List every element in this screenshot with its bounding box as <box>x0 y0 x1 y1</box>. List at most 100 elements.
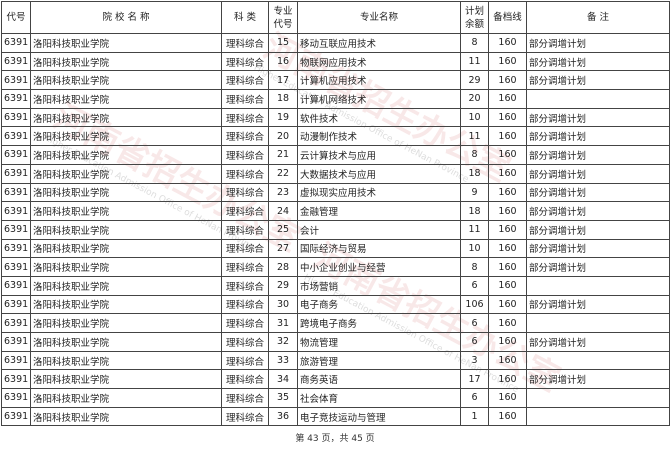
cell-school-name: 洛阳科技职业学院 <box>30 51 222 72</box>
cell-major-name: 旅游管理 <box>297 350 461 371</box>
cell-major-name: 物流管理 <box>297 332 461 352</box>
cell-category: 理科综合 <box>221 201 269 221</box>
cell-major-code: 32 <box>268 332 298 352</box>
cell-major-name: 电子商务 <box>297 294 461 315</box>
header-remark: 备 注 <box>526 1 670 34</box>
cell-plan-remaining: 11 <box>460 219 489 240</box>
cell-filing-score: 160 <box>488 332 527 352</box>
cell-major-code: 31 <box>268 313 298 333</box>
page-footer: 第 43 页，共 45 页 <box>295 434 375 444</box>
table-row: 6391 洛阳科技职业学院 理科综合 22 大数据技术与应用 18 160 部分调增计划 <box>1 163 670 184</box>
cell-code: 6391 <box>1 182 31 203</box>
cell-plan-remaining: 8 <box>460 33 489 53</box>
cell-plan-remaining: 11 <box>460 126 489 147</box>
cell-plan-remaining: 6 <box>460 388 489 408</box>
cell-category: 理科综合 <box>221 406 269 427</box>
cell-category: 理科综合 <box>221 33 269 53</box>
cell-code: 6391 <box>1 107 31 128</box>
cell-code: 6391 <box>1 369 31 390</box>
cell-school-name: 洛阳科技职业学院 <box>30 332 222 352</box>
cell-plan-remaining: 29 <box>460 70 489 91</box>
cell-filing-score: 160 <box>488 182 527 203</box>
cell-remark: 部分调增计划 <box>526 182 670 203</box>
cell-code: 6391 <box>1 145 31 165</box>
cell-school-name: 洛阳科技职业学院 <box>30 257 222 277</box>
cell-major-code: 27 <box>268 238 298 259</box>
cell-remark: 部分调增计划 <box>526 163 670 184</box>
cell-remark <box>526 350 670 371</box>
cell-category: 理科综合 <box>221 238 269 259</box>
table-row: 6391 洛阳科技职业学院 理科综合 36 电子竞技运动与管理 1 160 <box>1 406 670 427</box>
cell-filing-score: 160 <box>488 145 527 165</box>
cell-filing-score: 160 <box>488 350 527 371</box>
cell-category: 理科综合 <box>221 294 269 315</box>
table-row: 6391 洛阳科技职业学院 理科综合 34 商务英语 17 160 部分调增计划 <box>1 369 670 390</box>
cell-major-name: 会计 <box>297 219 461 240</box>
cell-major-name: 社会体育 <box>297 388 461 408</box>
cell-category: 理科综合 <box>221 182 269 203</box>
cell-filing-score: 160 <box>488 388 527 408</box>
cell-category: 理科综合 <box>221 219 269 240</box>
cell-plan-remaining: 11 <box>460 51 489 72</box>
cell-category: 理科综合 <box>221 107 269 128</box>
cell-category: 理科综合 <box>221 51 269 72</box>
cell-remark: 部分调增计划 <box>526 107 670 128</box>
cell-plan-remaining: 17 <box>460 369 489 390</box>
cell-major-code: 19 <box>268 107 298 128</box>
cell-filing-score: 160 <box>488 70 527 91</box>
cell-filing-score: 160 <box>488 313 527 333</box>
cell-category: 理科综合 <box>221 70 269 91</box>
cell-remark <box>526 313 670 333</box>
cell-remark: 部分调增计划 <box>526 70 670 91</box>
table-row: 6391 洛阳科技职业学院 理科综合 17 计算机应用技术 29 160 部分调增计划 <box>1 70 670 91</box>
cell-school-name: 洛阳科技职业学院 <box>30 145 222 165</box>
cell-category: 理科综合 <box>221 388 269 408</box>
cell-major-name: 商务英语 <box>297 369 461 390</box>
cell-school-name: 洛阳科技职业学院 <box>30 388 222 408</box>
cell-school-name: 洛阳科技职业学院 <box>30 163 222 184</box>
cell-code: 6391 <box>1 238 31 259</box>
cell-category: 理科综合 <box>221 369 269 390</box>
cell-filing-score: 160 <box>488 89 527 109</box>
cell-major-code: 35 <box>268 388 298 408</box>
cell-filing-score: 160 <box>488 51 527 72</box>
cell-category: 理科综合 <box>221 145 269 165</box>
cell-filing-score: 160 <box>488 275 527 296</box>
table-row: 6391 洛阳科技职业学院 理科综合 23 虚拟现实应用技术 9 160 部分调增计划 <box>1 182 670 203</box>
cell-major-name: 计算机应用技术 <box>297 70 461 91</box>
cell-remark: 部分调增计划 <box>526 126 670 147</box>
cell-school-name: 洛阳科技职业学院 <box>30 350 222 371</box>
cell-filing-score: 160 <box>488 257 527 277</box>
cell-major-name: 跨境电子商务 <box>297 313 461 333</box>
cell-major-code: 24 <box>268 201 298 221</box>
cell-school-name: 洛阳科技职业学院 <box>30 313 222 333</box>
table-row: 6391 洛阳科技职业学院 理科综合 27 国际经济与贸易 10 160 部分调增计划 <box>1 238 670 259</box>
cell-major-code: 29 <box>268 275 298 296</box>
cell-remark: 部分调增计划 <box>526 33 670 53</box>
table-row: 6391 洛阳科技职业学院 理科综合 16 物联网应用技术 11 160 部分调增计划 <box>1 51 670 72</box>
cell-school-name: 洛阳科技职业学院 <box>30 275 222 296</box>
cell-major-code: 36 <box>268 406 298 427</box>
cell-code: 6391 <box>1 70 31 91</box>
cell-category: 理科综合 <box>221 275 269 296</box>
cell-filing-score: 160 <box>488 201 527 221</box>
table-row: 6391 洛阳科技职业学院 理科综合 19 软件技术 10 160 部分调增计划 <box>1 107 670 128</box>
cell-school-name: 洛阳科技职业学院 <box>30 70 222 91</box>
cell-remark <box>526 275 670 296</box>
cell-remark: 部分调增计划 <box>526 145 670 165</box>
cell-plan-remaining: 18 <box>460 201 489 221</box>
admission-table: 代号院 校 名 称科 类专业 代号 专业名称 计划 余额 备档线备 注 6391 洛阳科… <box>1 1 670 427</box>
table-row: 6391 洛阳科技职业学院 理科综合 35 社会体育 6 160 <box>1 388 670 408</box>
cell-major-code: 18 <box>268 89 298 109</box>
table-row: 6391 洛阳科技职业学院 理科综合 32 物流管理 6 160 部分调增计划 <box>1 332 670 352</box>
cell-code: 6391 <box>1 275 31 296</box>
header-code: 代号 <box>1 1 31 34</box>
cell-plan-remaining: 18 <box>460 163 489 184</box>
cell-code: 6391 <box>1 257 31 277</box>
cell-school-name: 洛阳科技职业学院 <box>30 219 222 240</box>
table-row: 6391 洛阳科技职业学院 理科综合 28 中小企业创业与经营 8 160 部分调增计划 <box>1 257 670 277</box>
cell-filing-score: 160 <box>488 238 527 259</box>
cell-code: 6391 <box>1 350 31 371</box>
table-row: 6391 洛阳科技职业学院 理科综合 21 云计算技术与应用 8 160 部分调增计划 <box>1 145 670 165</box>
cell-remark: 部分调增计划 <box>526 51 670 72</box>
